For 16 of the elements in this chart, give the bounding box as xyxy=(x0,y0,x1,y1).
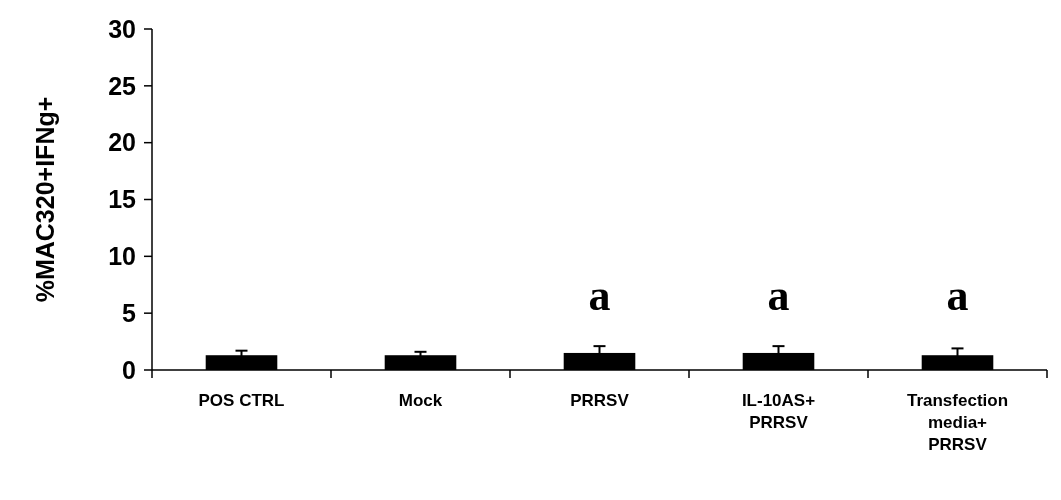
y-tick-label: 15 xyxy=(108,185,137,214)
y-axis-title: %MAC320+IFNg+ xyxy=(31,96,59,303)
x-tick-label: Transfection media+ PRRSV xyxy=(906,391,1009,454)
x-tick-label: Mock xyxy=(398,391,443,410)
annotation: a xyxy=(588,271,611,320)
y-tick-label: 10 xyxy=(108,242,136,271)
x-tick-label: IL-10AS+ PRRSV xyxy=(741,391,816,432)
x-tick-label: POS CTRL xyxy=(198,391,285,410)
y-tick-label: 25 xyxy=(108,71,137,100)
annotation: a xyxy=(767,271,790,320)
y-tick-label: 5 xyxy=(122,298,137,327)
y-tick-label: 30 xyxy=(108,14,136,43)
y-tick-label: 0 xyxy=(122,355,136,384)
annotation: a xyxy=(946,271,969,320)
y-tick-label: 20 xyxy=(108,128,136,157)
x-tick-label: PRRSV xyxy=(570,391,630,410)
